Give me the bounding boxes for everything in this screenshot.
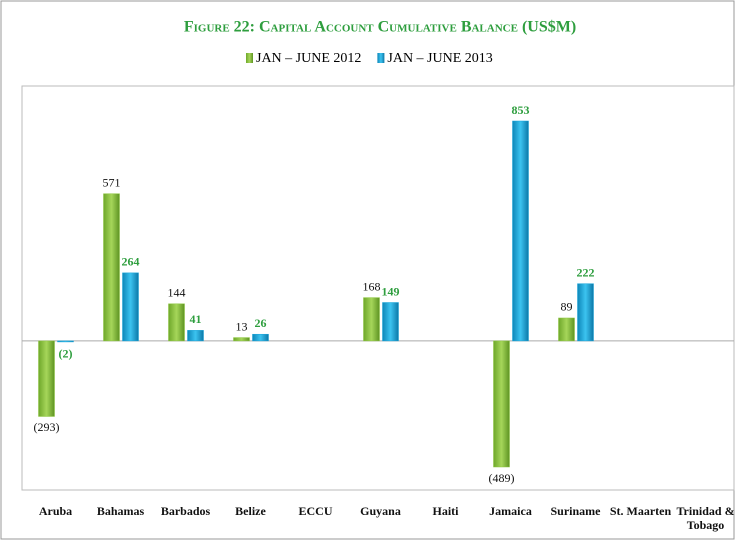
x-tick-label: Jamaica: [489, 504, 532, 518]
data-label: 149: [382, 284, 400, 298]
bar: [233, 337, 250, 342]
bar: [252, 333, 269, 342]
legend-swatch: [377, 53, 385, 63]
x-tick-label: Aruba: [38, 504, 73, 518]
x-tick-label: Bahamas: [96, 504, 145, 518]
x-tick-label: Barbados: [160, 504, 211, 518]
x-tick-label: ECCU: [298, 504, 333, 518]
bar: [122, 272, 139, 342]
x-tick-label: Suriname: [550, 504, 601, 518]
data-label: 853: [512, 103, 530, 117]
bar: [493, 340, 510, 468]
legend-swatch: [246, 53, 253, 63]
data-label: (489): [489, 471, 515, 485]
bar: [187, 330, 204, 342]
bar: [103, 193, 120, 342]
data-label: (293): [34, 420, 60, 434]
x-tick-label: Haiti: [432, 504, 459, 518]
data-label: 89: [561, 300, 573, 314]
data-label: 26: [255, 316, 267, 330]
data-label: (2): [59, 347, 73, 361]
data-label: 264: [122, 255, 140, 269]
bar: [38, 340, 55, 417]
bar: [577, 283, 594, 342]
bar: [363, 297, 380, 342]
legend-label: JAN – JUNE 2012: [256, 51, 361, 66]
bar: [382, 302, 399, 342]
data-label: 571: [103, 175, 121, 189]
data-label: 168: [363, 279, 381, 293]
bar: [168, 303, 185, 342]
data-label: 41: [190, 312, 202, 326]
x-tick-label: Guyana: [360, 504, 401, 518]
data-label: 222: [577, 265, 595, 279]
x-tick-label: St. Maarten: [609, 504, 672, 518]
legend-label: JAN – JUNE 2013: [387, 51, 492, 66]
x-tick-label: Belize: [235, 504, 266, 518]
data-label: 144: [168, 286, 186, 300]
chart-title: Figure 22: Capital Account Cumulative Ba…: [184, 19, 576, 36]
x-tick-label: Trinidad & Tobago: [676, 504, 735, 532]
bar: [512, 120, 529, 342]
bar: [558, 317, 575, 342]
plot-area: [21, 85, 735, 491]
data-label: 13: [236, 319, 248, 333]
bar: [57, 340, 74, 343]
